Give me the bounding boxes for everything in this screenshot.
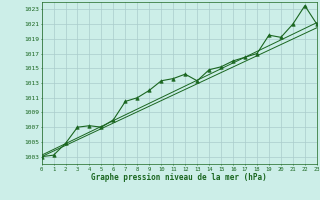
X-axis label: Graphe pression niveau de la mer (hPa): Graphe pression niveau de la mer (hPa) <box>91 173 267 182</box>
